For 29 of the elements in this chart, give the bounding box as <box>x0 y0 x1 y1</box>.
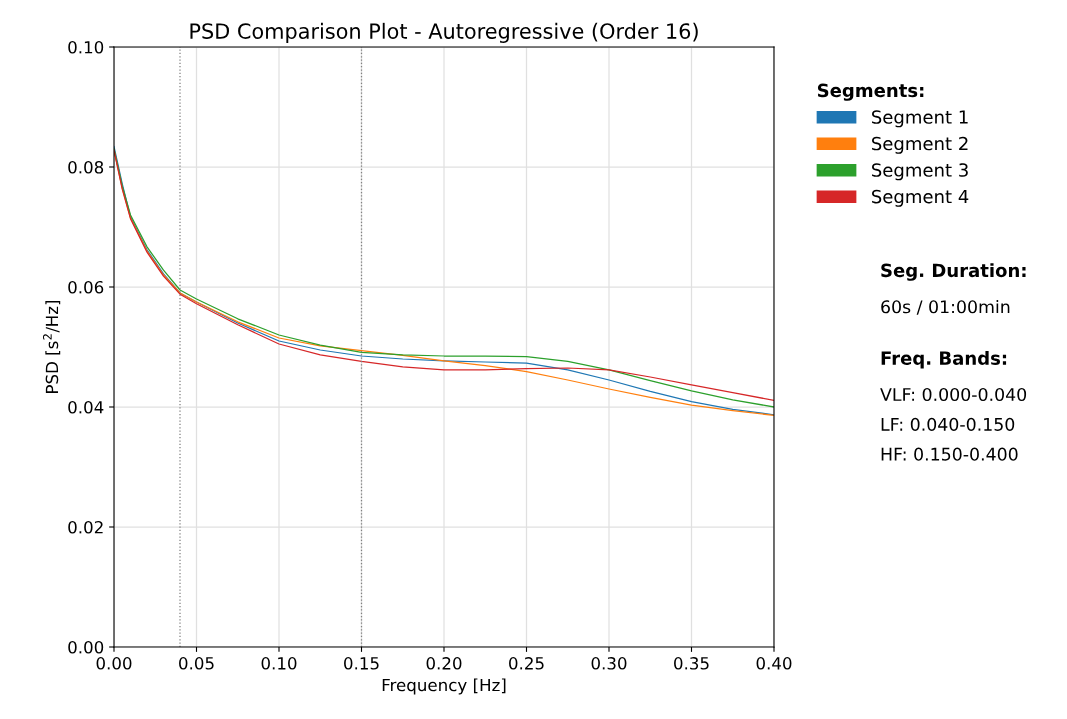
x-tick-label: 0.10 <box>261 657 297 670</box>
x-tick-label: 0.15 <box>344 657 379 670</box>
legend-label: Segment 4 <box>872 189 969 207</box>
text: HF: 0.150-0.400 <box>881 447 1018 461</box>
y-tick-label: 0.02 <box>68 520 103 534</box>
chart-title: PSD Comparison Plot - Autoregressive (Order 16) <box>190 22 698 43</box>
x-tick-label: 0.00 <box>96 657 132 670</box>
x-axis-title: Frequency [Hz] <box>382 678 506 695</box>
x-tick-label: 0.35 <box>674 657 709 670</box>
y-tick-label: 0.00 <box>68 640 104 654</box>
y-tick-label: 0.06 <box>68 280 104 294</box>
legend-label: Segment 3 <box>872 163 968 181</box>
x-tick-label: 0.05 <box>179 657 214 670</box>
x-tick-label: 0.30 <box>591 657 627 670</box>
y-axis-title: PSD [s$^{2}$/Hz] <box>42 300 61 393</box>
legend-label: Segment 2 <box>872 136 968 154</box>
text: LF: 0.040-0.150 <box>881 417 1015 431</box>
x-tick-label: 0.40 <box>756 657 792 670</box>
x-tick-label: 0.20 <box>426 657 462 670</box>
text: 60s / 01:00min <box>881 299 1010 315</box>
legend-title: Segments: <box>817 83 924 101</box>
y-tick-label: 0.10 <box>68 40 104 54</box>
text: Seg. Duration: <box>881 263 1026 281</box>
text: Freq. Bands: <box>881 350 1007 369</box>
legend-label: Segment 1 <box>872 110 968 128</box>
y-tick-label: 0.04 <box>68 400 104 414</box>
x-tick-label: 0.25 <box>509 657 544 670</box>
y-tick-label: 0.08 <box>68 160 104 174</box>
text: VLF: 0.000-0.040 <box>880 387 1027 402</box>
